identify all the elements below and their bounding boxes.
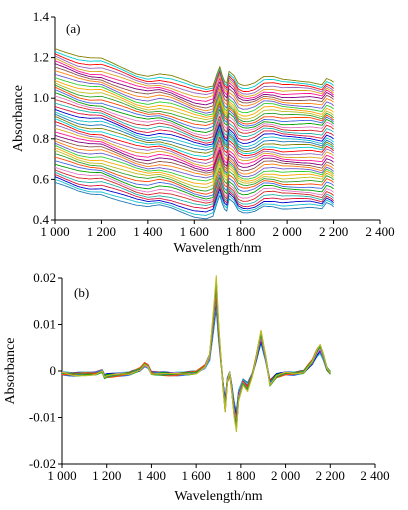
spectrum-line <box>54 178 334 216</box>
spectrum-line <box>54 48 334 88</box>
spectrum-line <box>54 55 334 96</box>
spectrum-line <box>62 282 331 430</box>
spectrum-line <box>54 140 334 176</box>
spectrum-line <box>61 275 331 433</box>
x-tick-label: 2 000 <box>271 468 300 483</box>
spectrum-line <box>62 294 331 421</box>
spectrum-line <box>54 99 334 140</box>
spectrum-line <box>54 106 334 144</box>
spectrum-line <box>54 121 334 161</box>
y-tick-label: 0.8 <box>33 131 49 146</box>
spectrum-line <box>54 160 334 198</box>
y-tick-label: 0.6 <box>33 171 50 186</box>
x-axis-label: Wavelength/nm <box>173 241 261 256</box>
spectrum-line <box>54 127 334 167</box>
spectrum-line <box>62 296 331 421</box>
spectrum-line <box>54 182 334 220</box>
x-tick-label: 1 400 <box>133 224 162 239</box>
x-tick-label: 1 600 <box>180 224 209 239</box>
spectrum-line <box>54 171 334 207</box>
spectrum-line <box>61 283 331 429</box>
x-tick-label: 1 200 <box>92 468 121 483</box>
spectrum-line <box>54 63 334 106</box>
spectrum-line <box>54 118 334 158</box>
spectrum-line <box>54 92 334 133</box>
spectrum-line <box>62 308 331 412</box>
spectrum-line <box>54 169 334 204</box>
spectrum-line <box>54 111 334 148</box>
spectrum-line <box>54 166 334 202</box>
spectrum-line <box>54 163 334 200</box>
spectrum-line <box>54 89 334 130</box>
spectrum-line <box>54 176 334 213</box>
spectrum-line <box>61 290 331 423</box>
x-axis-label: Wavelength/nm <box>174 489 262 504</box>
spectrum-line <box>54 77 334 116</box>
x-tick-label: 1 800 <box>226 224 255 239</box>
y-tick-label: 1.4 <box>33 9 50 24</box>
x-tick-label: 1 800 <box>226 468 255 483</box>
spectrum-line <box>54 50 334 90</box>
spectrum-line <box>54 57 334 99</box>
spectrum-line <box>62 279 331 430</box>
x-tick-label: 1 400 <box>137 468 166 483</box>
spectrum-line <box>54 70 334 112</box>
y-tick-label: 0.01 <box>33 317 56 332</box>
y-tick-label: 1.0 <box>33 90 49 105</box>
spectrum-line <box>61 300 331 417</box>
y-tick-label: 0.4 <box>33 212 50 227</box>
spectrum-line <box>54 84 334 123</box>
spectrum-line <box>61 285 331 426</box>
y-tick-label: 1.2 <box>33 50 49 65</box>
spectrum-line <box>61 304 331 413</box>
panel-label: (a) <box>66 21 80 36</box>
y-axis-label: Absorbance <box>3 338 18 405</box>
x-tick-label: 2 200 <box>316 468 345 483</box>
spectrum-line <box>54 173 334 210</box>
x-tick-label: 2 400 <box>360 468 389 483</box>
spectrum-line <box>54 73 334 114</box>
spectrum-line <box>54 153 334 192</box>
spectrum-line <box>54 134 334 172</box>
x-tick-label: 2 000 <box>273 224 302 239</box>
spectrum-line <box>54 60 334 102</box>
spectrum-line <box>54 86 334 126</box>
spectrum-line <box>54 156 334 195</box>
spectrum-line <box>54 82 334 121</box>
x-tick-label: 1 000 <box>40 224 69 239</box>
spectrum-line <box>54 124 334 164</box>
spectrum-line <box>54 137 334 174</box>
spectrum-line <box>54 147 334 185</box>
x-tick-label: 1 200 <box>87 224 116 239</box>
x-tick-label: 2 200 <box>319 224 348 239</box>
spectrum-line <box>61 297 331 420</box>
spectrum-line <box>54 66 334 109</box>
y-tick-label: -0.02 <box>29 456 56 471</box>
spectrum-line <box>54 144 334 182</box>
spectrum-line <box>54 113 334 151</box>
spectrum-line <box>54 149 334 189</box>
spectrum-line <box>54 115 334 154</box>
spectrum-line <box>54 53 334 93</box>
x-tick-label: 1 600 <box>182 468 211 483</box>
y-tick-label: -0.01 <box>29 410 56 425</box>
x-tick-label: 2 400 <box>365 224 394 239</box>
spectrum-line <box>54 95 334 137</box>
spectrum-line <box>54 102 334 142</box>
spectrum-line <box>54 79 334 118</box>
y-tick-label: 0.02 <box>33 270 56 285</box>
x-tick-label: 1 000 <box>47 468 76 483</box>
spectrum-line <box>54 131 334 170</box>
y-tick-label: 0 <box>50 363 57 378</box>
spectrum-line <box>54 108 334 146</box>
panel-label: (b) <box>74 285 89 300</box>
y-axis-label: Absorbance <box>11 85 26 152</box>
spectrum-line <box>54 142 334 179</box>
